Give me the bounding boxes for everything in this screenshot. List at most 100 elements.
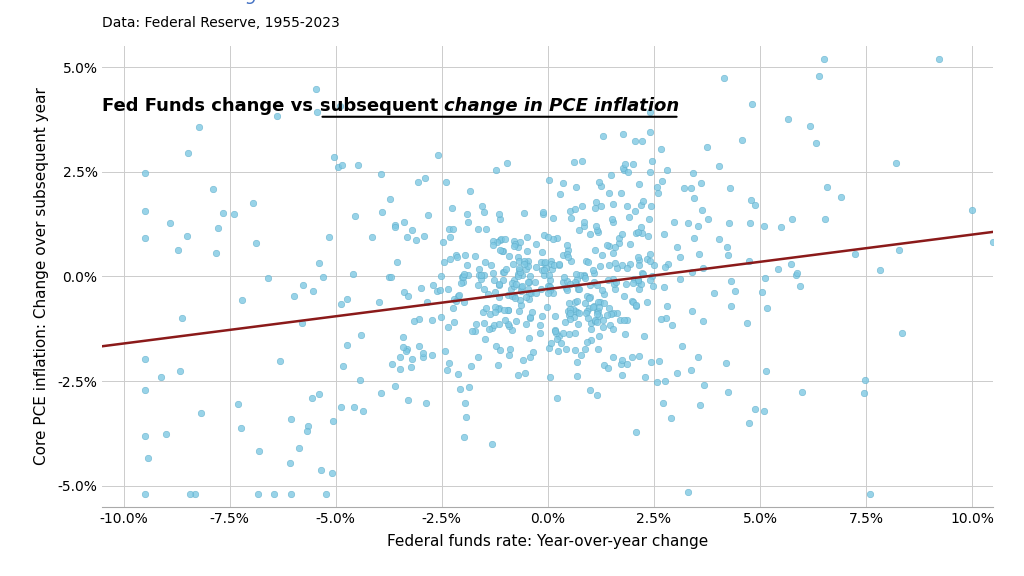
Text: Data: Federal Reserve, 1955-2023: Data: Federal Reserve, 1955-2023 xyxy=(102,16,340,30)
Point xyxy=(819,182,836,191)
Point xyxy=(136,355,153,364)
Point xyxy=(648,377,665,386)
Point xyxy=(520,262,537,271)
Point xyxy=(501,251,517,260)
Point xyxy=(553,339,569,348)
Point xyxy=(523,307,540,316)
Point xyxy=(606,279,623,289)
Point xyxy=(743,99,760,108)
Point xyxy=(233,295,250,305)
Point xyxy=(518,265,535,274)
Point xyxy=(643,358,659,367)
Point xyxy=(616,316,633,325)
Point xyxy=(686,194,702,203)
Point xyxy=(545,288,561,297)
Point xyxy=(613,370,630,380)
Point xyxy=(575,271,592,281)
Point xyxy=(612,359,629,369)
Point xyxy=(655,229,672,238)
Point xyxy=(444,204,461,213)
Point xyxy=(486,307,503,316)
Point xyxy=(455,278,471,287)
Point xyxy=(893,328,909,338)
Point xyxy=(549,334,565,343)
Point xyxy=(583,324,599,333)
Point xyxy=(620,263,636,272)
Point xyxy=(872,266,889,275)
Point xyxy=(490,210,507,219)
Point xyxy=(614,229,631,238)
Point xyxy=(568,280,585,289)
Point xyxy=(500,290,516,300)
Point xyxy=(581,294,597,303)
Point xyxy=(587,316,603,325)
Point xyxy=(381,272,397,282)
Point xyxy=(631,179,647,188)
Point xyxy=(442,233,459,242)
Point xyxy=(435,237,452,247)
Point xyxy=(891,245,907,255)
Point xyxy=(486,287,503,296)
Point xyxy=(680,488,696,497)
Point xyxy=(373,169,389,179)
Point xyxy=(528,239,545,248)
Point xyxy=(618,202,635,211)
Point xyxy=(634,229,650,238)
Point xyxy=(589,281,605,290)
Point xyxy=(603,170,620,179)
Point xyxy=(628,228,644,237)
Point xyxy=(136,385,153,395)
Point xyxy=(595,323,611,332)
Point xyxy=(445,317,462,327)
Point xyxy=(630,275,646,285)
Point xyxy=(548,328,564,338)
Point xyxy=(711,161,727,170)
Point xyxy=(519,233,536,242)
Point xyxy=(617,160,634,169)
Point xyxy=(589,309,605,319)
Point xyxy=(534,284,550,293)
Point xyxy=(515,355,531,365)
Point xyxy=(484,268,501,277)
Point xyxy=(162,218,178,227)
Point xyxy=(506,276,522,285)
Point xyxy=(790,268,806,278)
Point xyxy=(499,264,515,273)
Point xyxy=(475,319,492,328)
Point xyxy=(487,166,504,175)
Point xyxy=(492,280,508,289)
Point xyxy=(490,293,507,302)
Point xyxy=(174,314,190,323)
Point xyxy=(754,287,770,296)
Point xyxy=(552,190,568,199)
Point xyxy=(432,285,449,294)
Point xyxy=(560,252,577,262)
Point xyxy=(395,342,412,351)
Point xyxy=(562,305,579,314)
Point xyxy=(399,291,416,301)
Point xyxy=(931,54,947,63)
Point xyxy=(452,384,468,393)
Point xyxy=(532,257,549,266)
Point xyxy=(646,260,663,270)
Point xyxy=(540,233,556,242)
Point xyxy=(541,270,557,279)
Point xyxy=(450,369,466,378)
Point xyxy=(497,316,513,325)
Point xyxy=(618,316,635,325)
Point xyxy=(625,160,641,169)
Point xyxy=(475,207,492,217)
Point xyxy=(449,252,465,262)
Point xyxy=(642,168,658,177)
Point xyxy=(585,302,601,312)
Point xyxy=(172,366,188,375)
Point xyxy=(642,249,658,259)
Point xyxy=(513,283,529,292)
Point xyxy=(407,317,423,326)
Point xyxy=(570,319,587,328)
Point xyxy=(445,294,462,304)
Point xyxy=(592,298,608,307)
Point xyxy=(430,151,446,160)
Point xyxy=(641,108,657,117)
Point xyxy=(604,217,621,226)
